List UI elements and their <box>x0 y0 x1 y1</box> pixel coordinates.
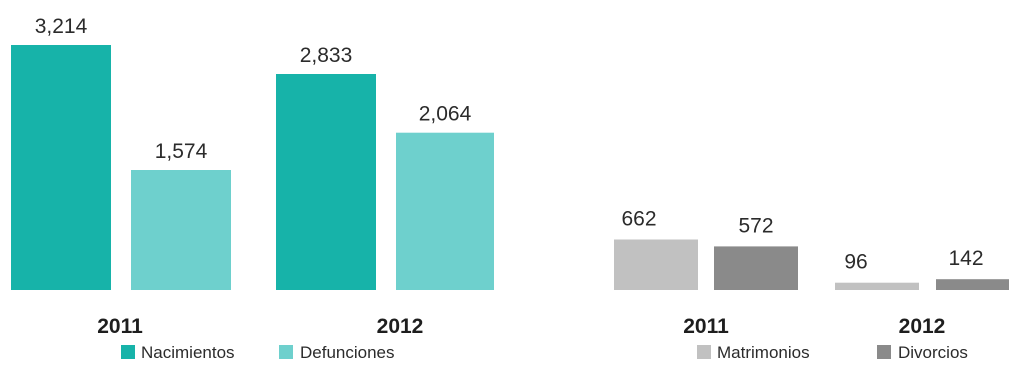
category-label-2011: 2011 <box>97 315 143 338</box>
value-label-divorcios-2011: 572 <box>738 214 773 237</box>
category-label-2012: 2012 <box>377 315 424 338</box>
chart-panel-1: 3,214 1,574 2011 2,833 2,064 2012 Nacimientos D… <box>11 15 494 362</box>
legend-swatch-matrimonios <box>697 345 711 359</box>
legend-label-defunciones: Defunciones <box>300 343 395 362</box>
value-label-nacimientos-2011: 3,214 <box>35 15 88 38</box>
legend-label-divorcios: Divorcios <box>898 343 968 362</box>
value-label-matrimonios-2011: 662 <box>621 208 656 231</box>
bar-divorcios-2011 <box>714 246 798 290</box>
bar-defunciones-2012 <box>396 132 494 290</box>
bar-divorcios-2012 <box>936 279 1009 290</box>
bar-nacimientos-2012 <box>276 74 376 290</box>
value-label-defunciones-2011: 1,574 <box>155 140 208 163</box>
legend-swatch-defunciones <box>279 345 293 359</box>
category-label-2012: 2012 <box>899 315 946 338</box>
category-label-2011: 2011 <box>683 315 729 338</box>
bar-matrimonios-2012 <box>835 282 919 290</box>
value-label-divorcios-2012: 142 <box>948 247 983 270</box>
value-label-nacimientos-2012: 2,833 <box>300 44 353 67</box>
chart-panel-2: 662 572 2011 96 142 2012 Matrimonios Divorcios <box>614 208 1009 362</box>
bar-nacimientos-2011 <box>11 45 111 290</box>
legend-label-nacimientos: Nacimientos <box>141 343 235 362</box>
legend-swatch-nacimientos <box>121 345 135 359</box>
bar-matrimonios-2011 <box>614 239 698 290</box>
bar-defunciones-2011 <box>131 170 231 290</box>
value-label-matrimonios-2012: 96 <box>844 251 867 274</box>
legend-label-matrimonios: Matrimonios <box>717 343 810 362</box>
value-label-defunciones-2012: 2,064 <box>419 103 472 126</box>
legend-swatch-divorcios <box>877 345 891 359</box>
